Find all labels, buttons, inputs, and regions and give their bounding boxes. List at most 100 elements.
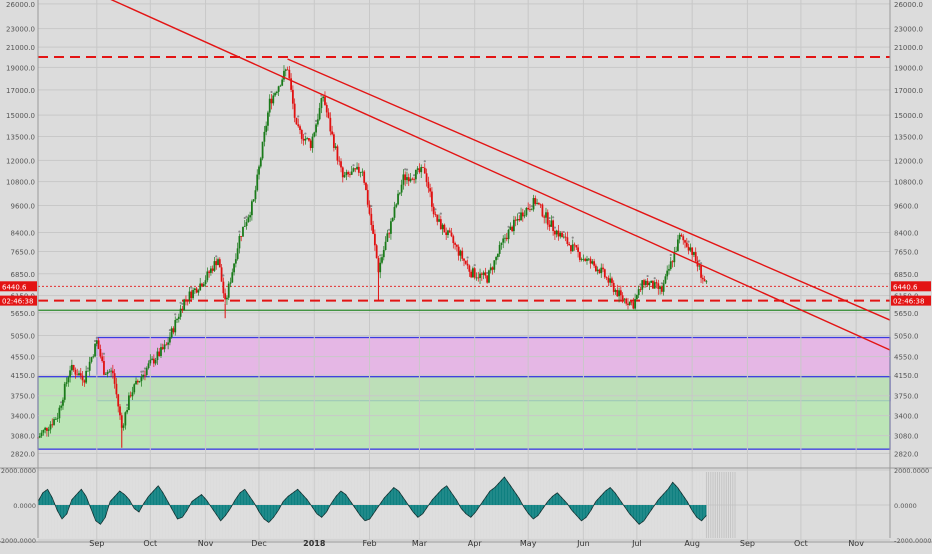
fractal-marker — [473, 264, 476, 267]
candle-body — [447, 230, 449, 235]
candle-body — [509, 226, 512, 230]
x-tick-label: Sep — [740, 539, 755, 548]
candle-body — [641, 280, 644, 290]
candle-body — [345, 172, 348, 176]
candle-body — [407, 177, 410, 182]
candle-body — [92, 356, 95, 358]
candle-body — [304, 138, 307, 141]
fractal-marker — [174, 313, 177, 316]
candle-body — [128, 395, 130, 411]
fractal-marker — [434, 208, 437, 211]
fractal-marker — [370, 204, 373, 208]
candle-body — [612, 282, 615, 292]
fractal-marker — [190, 286, 193, 289]
candle-body — [491, 267, 494, 270]
candle-body — [411, 178, 414, 180]
candle-body — [201, 283, 203, 287]
candle-body — [573, 244, 576, 246]
candle-body — [521, 212, 524, 217]
candle-body — [272, 95, 275, 104]
price-tags-layer: 6440.6 6440.6 02:46:38 02:46:38 — [0, 281, 931, 306]
candle-body — [664, 276, 667, 284]
candle-body — [623, 298, 626, 300]
candle-body — [691, 247, 694, 255]
candle-body — [349, 174, 351, 176]
candle-body — [536, 202, 538, 204]
osc-tick-label-left: 0.0000 — [13, 502, 36, 510]
candle-body — [202, 284, 205, 287]
candle-body — [197, 290, 200, 293]
fractal-marker — [552, 216, 555, 219]
candle-body — [163, 344, 166, 350]
x-tick-label: Feb — [362, 539, 376, 548]
osc-tick-label-right: -2000.0000 — [894, 537, 932, 545]
y-tick-label-left: 21000.0 — [6, 44, 35, 52]
candle-body — [160, 347, 162, 357]
fractal-marker — [646, 274, 649, 278]
candle-body — [381, 257, 383, 263]
candle-body — [140, 377, 143, 382]
candle-body — [660, 286, 663, 292]
candle-body — [482, 272, 485, 275]
candle-body — [40, 432, 43, 437]
candle-body — [350, 171, 353, 175]
candle-body — [354, 168, 357, 170]
fractal-marker — [562, 230, 565, 234]
candle-body — [416, 168, 419, 170]
candle-body — [425, 173, 428, 183]
y-tick-label-right: 5050.0 — [894, 332, 919, 340]
candle-body — [630, 301, 633, 303]
candle-body — [520, 212, 522, 221]
candle-body — [218, 259, 221, 268]
candle-body — [227, 283, 230, 298]
fractal-marker — [698, 259, 701, 262]
fractal-marker — [238, 230, 241, 233]
candle-body — [600, 267, 603, 274]
x-tick-label: Oct — [143, 539, 157, 548]
y-tick-label-left: 7650.0 — [11, 248, 36, 256]
candle-body — [240, 236, 243, 237]
y-tick-label-left: 23000.0 — [6, 26, 35, 34]
candle-body — [484, 272, 487, 276]
candle-body — [496, 253, 499, 258]
candle-body — [537, 202, 540, 205]
candle-body — [450, 232, 453, 237]
fractal-marker — [86, 367, 90, 370]
candle-body — [224, 293, 227, 300]
candle-body — [648, 282, 651, 286]
candle-body — [254, 190, 257, 200]
candle-body — [698, 265, 701, 267]
candle-body — [532, 198, 535, 210]
candle-body — [90, 357, 93, 362]
y-tick-label-left: 5650.0 — [11, 310, 36, 318]
candle-body — [605, 277, 608, 279]
candle-body — [51, 424, 54, 426]
x-tick-label: May — [520, 539, 537, 548]
y-tick-label-right: 3080.0 — [894, 433, 919, 441]
candle-body — [477, 277, 480, 279]
candle-body — [555, 230, 558, 235]
candle-body — [593, 261, 596, 266]
candle-body — [78, 373, 80, 376]
candle-body — [441, 224, 444, 230]
candle-body — [119, 406, 121, 416]
y-tick-label-left: 3080.0 — [11, 433, 36, 441]
candle-body — [149, 359, 152, 364]
x-tick-label: Oct — [794, 539, 808, 548]
candle-body — [554, 231, 556, 235]
candle-body — [104, 374, 107, 375]
fractal-marker — [270, 90, 273, 94]
candle-body — [168, 337, 171, 343]
candle-body — [126, 410, 129, 413]
fractal-marker — [653, 277, 656, 280]
candle-body — [598, 269, 601, 274]
candle-body — [110, 370, 112, 372]
candle-body — [261, 141, 264, 159]
candle-body — [293, 103, 296, 118]
candle-body — [541, 204, 544, 217]
candle-body — [571, 244, 574, 252]
candle-body — [238, 236, 241, 249]
candle-body — [172, 328, 175, 333]
